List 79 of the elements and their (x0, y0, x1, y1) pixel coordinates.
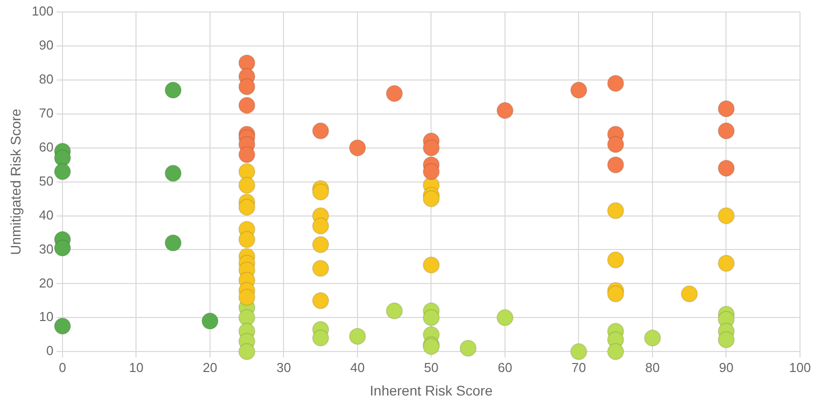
point (422, 256, 440, 274)
point (238, 176, 256, 194)
point (238, 309, 256, 326)
point (422, 309, 440, 326)
point (238, 54, 256, 72)
point (54, 150, 71, 167)
point (570, 82, 588, 99)
point (54, 240, 71, 257)
x-tick-label: 0 (58, 360, 66, 375)
point (607, 74, 624, 92)
point (570, 343, 588, 360)
y-tick-label: 40 (39, 207, 54, 222)
point (238, 78, 256, 96)
x-tick-label: 40 (350, 360, 365, 375)
x-tick-label: 20 (202, 360, 218, 375)
point (680, 285, 698, 302)
x-tick-label: 60 (498, 360, 512, 375)
point (460, 340, 477, 357)
point (312, 330, 330, 347)
point (718, 207, 735, 224)
point (607, 251, 624, 268)
y-tick-label: 20 (39, 275, 54, 290)
point (238, 146, 256, 164)
point (718, 160, 735, 177)
point (238, 163, 256, 180)
point (312, 122, 330, 140)
point (54, 163, 71, 180)
point (238, 198, 256, 216)
point (348, 328, 366, 345)
point (422, 163, 440, 180)
point (607, 202, 624, 220)
y-tick-label: 10 (39, 309, 54, 324)
point (607, 285, 624, 302)
y-tick-label: 70 (39, 105, 54, 120)
point (238, 343, 256, 360)
point (164, 82, 182, 99)
x-tick-label: 100 (789, 360, 811, 375)
point (164, 164, 182, 182)
point (312, 292, 330, 310)
point (607, 343, 624, 360)
x-axis-title: Inherent Risk Score (370, 382, 493, 398)
point (496, 102, 514, 119)
y-tick-label: 0 (46, 343, 54, 358)
point (718, 331, 735, 348)
x-tick-label: 50 (424, 360, 438, 375)
x-tick-label: 30 (276, 360, 291, 375)
y-tick-label: 50 (39, 173, 54, 188)
point (54, 318, 71, 335)
point (496, 309, 514, 326)
point (607, 156, 624, 174)
x-tick-label: 10 (129, 360, 144, 375)
point (386, 302, 403, 320)
point (422, 190, 440, 208)
point (312, 217, 330, 234)
point (607, 136, 624, 153)
point (644, 330, 661, 347)
point (422, 139, 440, 156)
point (238, 96, 256, 114)
x-tick-label: 90 (719, 360, 734, 375)
y-tick-label: 30 (39, 241, 54, 256)
point (312, 183, 330, 200)
point (164, 234, 182, 252)
point (386, 85, 403, 102)
x-tick-label: 70 (572, 360, 586, 375)
point (312, 260, 330, 277)
y-axis-title: Unmitigated Risk Score (7, 108, 24, 255)
point (718, 100, 735, 118)
point (201, 312, 218, 330)
point (312, 236, 330, 254)
point (348, 139, 366, 156)
y-tick-label: 80 (39, 72, 54, 86)
point (718, 122, 735, 140)
point (718, 254, 735, 272)
y-tick-label: 90 (39, 38, 54, 53)
x-tick-label: 80 (645, 360, 660, 375)
point (238, 288, 256, 306)
y-tick-label: 60 (39, 139, 54, 154)
point (238, 231, 256, 248)
y-tick-label: 100 (32, 4, 54, 19)
